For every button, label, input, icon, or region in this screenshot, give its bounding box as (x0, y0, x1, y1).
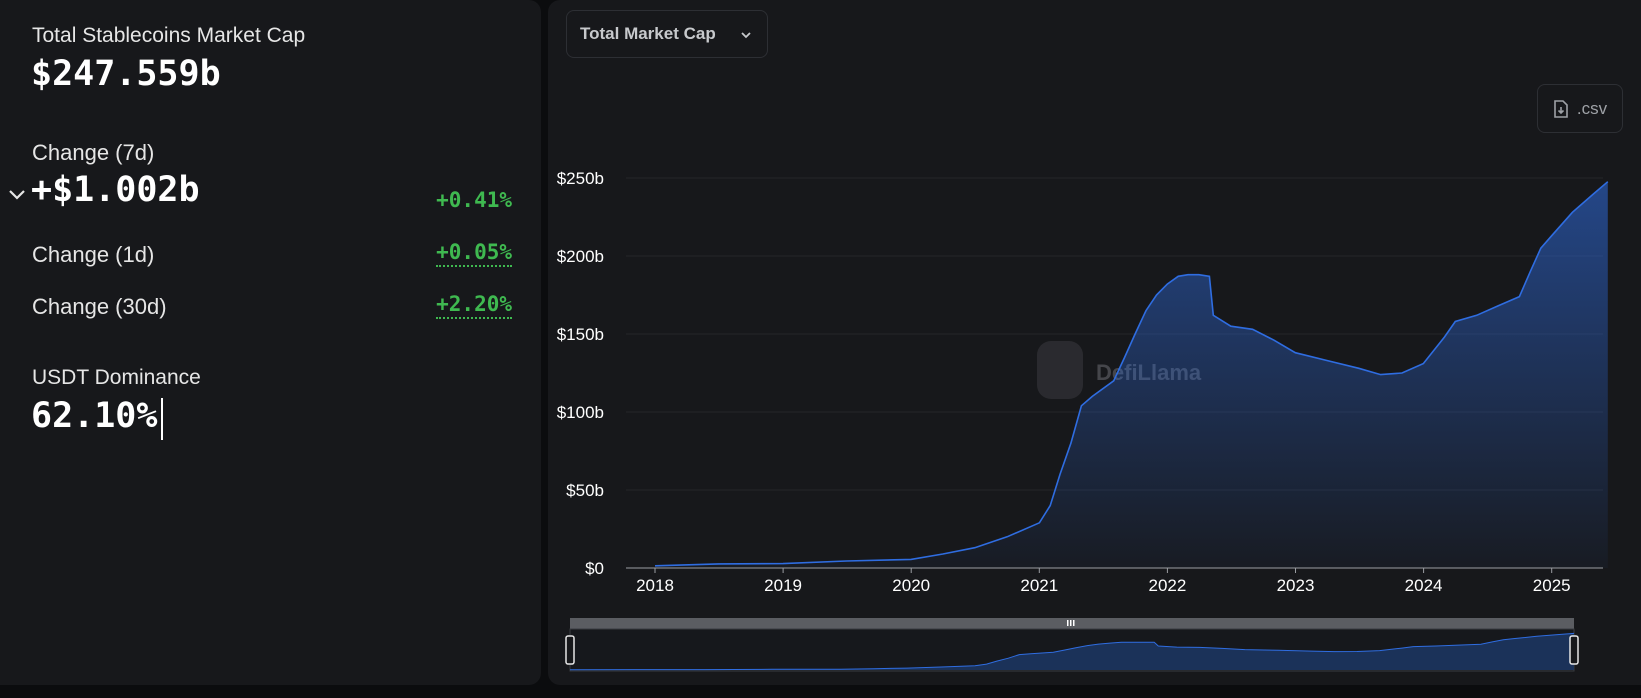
file-download-icon (1554, 99, 1568, 118)
csv-label: .csv (1576, 98, 1608, 118)
navigator-line (569, 632, 1575, 671)
usdt-dominance-value: 62.10% (31, 396, 158, 436)
y-tick-label: $150b (557, 325, 604, 344)
chevron-down-icon[interactable] (6, 184, 28, 206)
x-tick-label: 2023 (1277, 576, 1315, 595)
change-7d-value: +$1.002b (31, 170, 200, 210)
change-1d-percent[interactable]: +0.05% (436, 240, 512, 267)
usdt-dominance-label: USDT Dominance (32, 366, 201, 389)
y-tick-label: $250b (557, 169, 604, 188)
x-tick-label: 2025 (1533, 576, 1571, 595)
metric-select[interactable]: Total Market Cap (566, 10, 768, 58)
csv-download-button[interactable]: .csv (1537, 84, 1623, 133)
series-area (655, 181, 1608, 568)
change-7d-label: Change (7d) (32, 140, 155, 165)
x-tick-label: 2018 (636, 576, 674, 595)
change-30d-label: Change (30d) (32, 294, 167, 319)
chevron-down-icon (741, 32, 751, 39)
x-tick-label: 2022 (1148, 576, 1186, 595)
y-tick-label: $50b (566, 481, 604, 500)
x-tick-label: 2024 (1405, 576, 1443, 595)
navigator-area (570, 633, 1574, 670)
x-tick-label: 2020 (892, 576, 930, 595)
change-7d-percent: +0.41% (436, 188, 512, 212)
total-market-cap-value: $247.559b (31, 54, 221, 94)
navigator-scrollbar[interactable] (570, 618, 1574, 629)
range-navigator[interactable] (548, 615, 1641, 675)
stats-panel (0, 0, 541, 685)
change-30d-percent[interactable]: +2.20% (436, 292, 512, 319)
series-line (654, 181, 1609, 567)
llama-logo-icon (1037, 341, 1083, 399)
metric-select-label: Total Market Cap (580, 24, 716, 43)
x-tick-label: 2021 (1020, 576, 1058, 595)
grip-icon[interactable] (1067, 620, 1075, 626)
y-tick-label: $200b (557, 247, 604, 266)
y-tick-label: $0 (585, 559, 604, 578)
text-caret (161, 398, 163, 440)
total-market-cap-label: Total Stablecoins Market Cap (32, 24, 306, 47)
change-1d-label: Change (1d) (32, 242, 155, 267)
market-cap-chart[interactable]: DefiLlama $0$50b$100b$150b$200b$250b2018… (548, 60, 1641, 610)
x-tick-label: 2019 (764, 576, 802, 595)
y-tick-label: $100b (557, 403, 604, 422)
navigator-left-handle[interactable] (565, 635, 575, 665)
navigator-right-handle[interactable] (1569, 635, 1579, 665)
